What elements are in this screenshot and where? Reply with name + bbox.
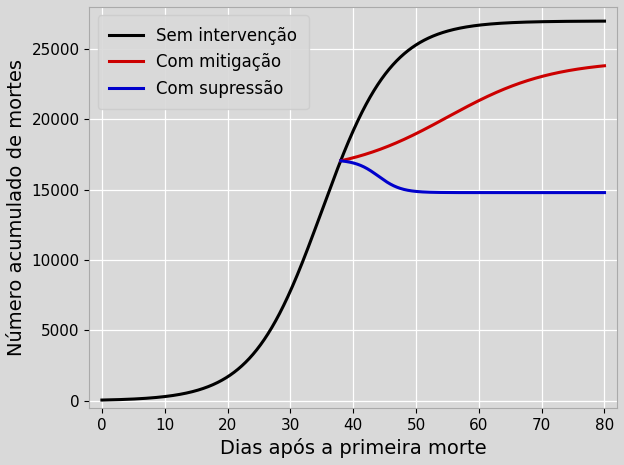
Sem intervenção <box>98 397 105 403</box>
Com supressão <box>601 190 608 195</box>
Line: Sem intervenção: Sem intervenção <box>102 21 605 400</box>
Com mitigação <box>601 63 608 68</box>
Com supressão <box>586 190 593 195</box>
Sem intervenção <box>586 19 593 24</box>
Sem intervenção <box>601 18 608 24</box>
Sem intervenção <box>343 144 350 150</box>
Com mitigação <box>586 65 593 70</box>
Com mitigação <box>494 89 501 94</box>
Line: Com supressão: Com supressão <box>341 161 605 193</box>
Sem intervenção <box>586 19 593 24</box>
Com supressão <box>494 190 501 195</box>
Line: Com mitigação: Com mitigação <box>341 66 605 161</box>
Sem intervenção <box>494 20 501 26</box>
Legend: Sem intervenção, Com mitigação, Com supressão: Sem intervenção, Com mitigação, Com supr… <box>98 15 309 109</box>
Com supressão <box>586 190 593 195</box>
Y-axis label: Número acumulado de mortes: Número acumulado de mortes <box>7 59 26 356</box>
Com supressão <box>343 159 350 164</box>
Sem intervenção <box>124 397 131 402</box>
Com mitigação <box>586 65 593 70</box>
X-axis label: Dias após a primeira morte: Dias após a primeira morte <box>220 438 487 458</box>
Com mitigação <box>343 157 350 162</box>
Sem intervenção <box>329 178 337 184</box>
